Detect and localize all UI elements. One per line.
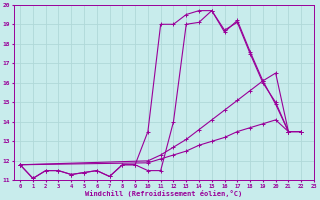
X-axis label: Windchill (Refroidissement éolien,°C): Windchill (Refroidissement éolien,°C) xyxy=(85,190,243,197)
